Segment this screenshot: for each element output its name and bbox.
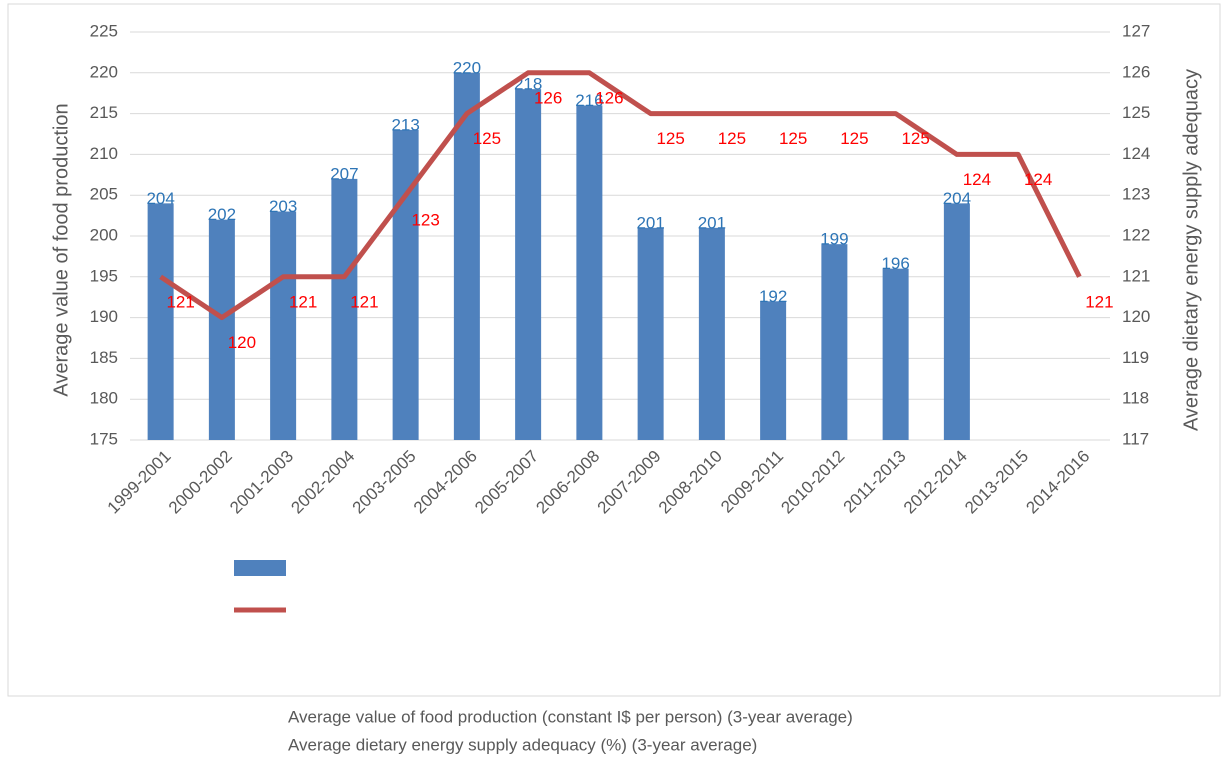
data-label: 125: [779, 129, 807, 148]
bar: [882, 268, 909, 440]
data-label: 126: [534, 88, 562, 107]
y2-tick-label: 125: [1122, 103, 1150, 122]
data-label: 125: [473, 129, 501, 148]
y2-tick-label: 124: [1122, 144, 1150, 163]
y-tick-label: 175: [90, 429, 118, 448]
data-label: 123: [411, 211, 439, 230]
x-tick-label: 2003-2005: [349, 447, 420, 518]
bar: [147, 203, 174, 440]
data-label: 204: [146, 189, 174, 208]
data-label: 213: [391, 115, 419, 134]
bar: [331, 178, 358, 440]
data-label: 201: [698, 213, 726, 232]
x-tick-label: 2007-2009: [594, 447, 665, 518]
y2-tick-label: 117: [1122, 429, 1149, 448]
data-label: 121: [289, 292, 317, 311]
data-label: 120: [228, 333, 256, 352]
y2-tick-label: 121: [1122, 266, 1150, 285]
bar: [515, 89, 542, 441]
y-tick-label: 185: [90, 348, 118, 367]
y-tick-label: 200: [90, 225, 118, 244]
data-label: 121: [1085, 292, 1113, 311]
bar: [453, 72, 480, 441]
data-label: 125: [901, 129, 929, 148]
y-tick-label: 210: [90, 144, 118, 163]
y-tick-label: 180: [90, 389, 118, 408]
y-tick-label: 190: [90, 307, 118, 326]
data-label: 125: [656, 129, 684, 148]
x-tick-label: 2006-2008: [532, 447, 603, 518]
data-label: 121: [350, 292, 378, 311]
data-label: 125: [840, 129, 868, 148]
y-tick-label: 225: [90, 21, 118, 40]
legend-label: Average dietary energy supply adequacy (…: [288, 735, 757, 754]
bar: [760, 301, 787, 440]
bar: [698, 227, 725, 440]
legend-swatch: [234, 560, 286, 576]
data-label: 207: [330, 164, 358, 183]
x-tick-label: 2014-2016: [1022, 447, 1093, 518]
data-label: 126: [595, 88, 623, 107]
y-tick-label: 220: [90, 62, 118, 81]
y2-tick-label: 126: [1122, 62, 1150, 81]
x-tick-label: 2004-2006: [410, 447, 481, 518]
x-tick-label: 2013-2015: [961, 447, 1032, 518]
data-label: 124: [963, 170, 991, 189]
x-tick-label: 2012-2014: [900, 447, 971, 518]
data-label: 125: [718, 129, 746, 148]
x-tick-label: 1999-2001: [104, 447, 175, 518]
data-label: 203: [269, 197, 297, 216]
line: [159, 70, 1082, 321]
data-label: 199: [820, 230, 848, 249]
bar: [392, 129, 419, 441]
y2-tick-label: 127: [1122, 21, 1150, 40]
data-label: 192: [759, 287, 787, 306]
y-tick-label: 195: [90, 266, 118, 285]
data-label: 201: [636, 213, 664, 232]
x-tick-label: 2002-2004: [287, 447, 358, 518]
data-label: 216: [575, 91, 603, 110]
data-label: 220: [453, 58, 481, 77]
y2-tick-label: 123: [1122, 185, 1150, 204]
y-tick-label: 205: [90, 185, 118, 204]
legend-label: Average value of food production (consta…: [288, 707, 853, 726]
data-label: 202: [208, 205, 236, 224]
y2-tick-label: 120: [1122, 307, 1150, 326]
bar: [821, 244, 848, 440]
y-tick-label: 215: [90, 103, 118, 122]
x-tick-label: 2011-2013: [840, 447, 910, 517]
y-axis-title: Average value of food production: [50, 103, 72, 396]
bar: [943, 203, 970, 440]
bar: [576, 105, 603, 440]
data-label: 124: [1024, 170, 1052, 189]
chart-frame: [7, 3, 1221, 697]
x-tick-label: 2000-2002: [165, 447, 236, 518]
y2-tick-label: 122: [1122, 225, 1150, 244]
x-tick-label: 2001-2003: [226, 447, 297, 518]
data-label: 196: [881, 254, 909, 273]
bar: [637, 227, 664, 440]
data-label: 204: [943, 189, 971, 208]
x-tick-label: 2008-2010: [655, 447, 726, 518]
data-label: 121: [166, 292, 194, 311]
bar: [270, 211, 297, 440]
x-tick-label: 2009-2011: [717, 447, 787, 517]
x-tick-label: 2005-2007: [471, 447, 542, 518]
y2-axis-title: Average dietary energy supply adequacy: [1180, 69, 1202, 431]
y2-tick-label: 119: [1122, 348, 1149, 367]
bar: [208, 219, 235, 440]
y2-tick-label: 118: [1122, 389, 1149, 408]
x-tick-label: 2010-2012: [777, 447, 848, 518]
